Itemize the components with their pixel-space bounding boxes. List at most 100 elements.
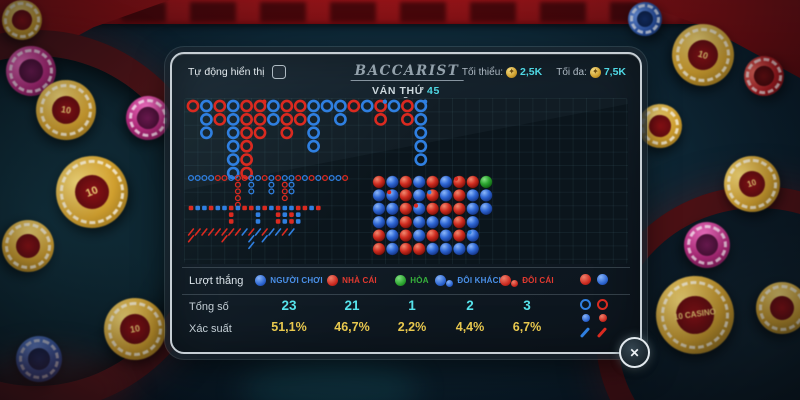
total-value: 2 — [466, 298, 474, 313]
bead-cell — [426, 202, 440, 216]
auto-show-label: Tự động hiển thị — [188, 66, 265, 78]
bigroad-cell — [213, 112, 227, 126]
stat-column: ĐÔI KHÁCH 2 4,4% — [420, 274, 520, 336]
bead-cell — [426, 175, 440, 189]
bigroad-cell — [414, 112, 428, 126]
smallroad-cell — [261, 174, 268, 182]
smallroad-cell — [234, 181, 241, 188]
auto-show-checkbox[interactable] — [271, 65, 286, 79]
slashroad-cell — [288, 228, 295, 236]
legend-item: HÒA — [362, 274, 462, 287]
smallroad-cell — [281, 188, 288, 195]
smallroad-cell — [268, 188, 275, 195]
player-ring-icon — [580, 299, 591, 310]
dotroad-cell — [282, 212, 288, 217]
slashroad-cell — [254, 228, 262, 236]
bigroad-cell — [414, 139, 428, 153]
max-bet-label: Tối đa: — [556, 66, 587, 78]
bead-cell — [452, 202, 466, 216]
bigroad-cell — [240, 126, 253, 140]
casino-chip — [635, 101, 685, 151]
bigroad-cell — [307, 99, 321, 113]
bead-cell — [399, 175, 413, 189]
dotroad-cell — [215, 205, 221, 211]
total-value: 1 — [408, 298, 416, 313]
bead-cell — [372, 202, 386, 216]
smallroad-cell — [221, 174, 228, 182]
bigroad-cell — [307, 126, 321, 140]
bigroad-cell — [414, 153, 428, 166]
dotroad-cell — [222, 205, 227, 211]
bigroad-cell — [374, 99, 387, 113]
total-value: 23 — [281, 298, 297, 313]
stat-column: NGƯỜI CHƠI 23 51,1% — [239, 274, 339, 336]
game-title: BACCARIST — [350, 63, 464, 81]
bead-cell — [385, 215, 399, 229]
bigroad-cell — [240, 139, 253, 153]
dotroad-cell — [235, 205, 241, 211]
bigroad-cell — [374, 112, 387, 126]
bead-cell — [439, 215, 453, 229]
legend-row-label: Lượt thắng — [189, 275, 244, 287]
slashroad-cell — [248, 234, 255, 243]
min-bet-group: Tối thiểu: ✦ 2,5K — [462, 66, 542, 78]
smallroad-cell — [248, 174, 255, 182]
bead-cell — [479, 188, 493, 202]
bigroad-cell — [414, 126, 428, 140]
bigroad-cell — [240, 153, 253, 166]
dotroad-cell — [275, 212, 281, 217]
bead-cell — [385, 242, 399, 256]
legend-item: ĐÔI KHÁCH — [420, 274, 520, 287]
max-bet-group: Tối đa: ✦ 7,5K — [556, 66, 626, 78]
bead-cell — [372, 175, 386, 189]
smallroad-cell — [268, 174, 275, 182]
bigroad-cell — [400, 112, 414, 126]
dotroad-cell — [295, 219, 301, 224]
bead-cell — [412, 229, 426, 243]
banker-ring-icon — [597, 299, 608, 310]
dotroad-cell — [188, 205, 194, 211]
bead-pair-fleck — [387, 190, 392, 195]
smallroad-cell — [234, 174, 241, 182]
bigroad-cell — [333, 99, 347, 113]
bead-cell — [439, 175, 453, 189]
dotroad-cell — [289, 219, 294, 224]
bead-cell — [466, 242, 480, 256]
bead-cell — [385, 175, 399, 189]
banker-slash-icon — [596, 327, 608, 338]
legend-label: NHÀ CÁI — [342, 276, 377, 285]
slashroad-cell — [268, 228, 275, 236]
bigroad-cell — [213, 99, 227, 113]
bead-cell — [412, 175, 426, 189]
legend-item: NGƯỜI CHƠI — [239, 274, 339, 287]
total-row-label: Tổng số — [189, 301, 229, 313]
smallroad-cell — [295, 174, 302, 182]
bigroad-cell — [293, 112, 307, 126]
banker-dot-icon — [599, 314, 607, 322]
slashroad-cell — [274, 228, 282, 236]
bigroad-cell — [226, 112, 240, 126]
bead-cell — [466, 202, 480, 216]
divider — [182, 267, 630, 268]
smallroad-cell — [335, 174, 342, 182]
probability-row-label: Xác suất — [189, 323, 232, 335]
smallroad-cell — [328, 174, 335, 182]
dotroad-cell — [289, 212, 294, 217]
bead-cell — [372, 229, 386, 243]
smallroad-cell — [228, 174, 235, 182]
slashroad-cell — [281, 228, 288, 236]
bead-cell — [412, 215, 426, 229]
bigroad-cell — [267, 112, 280, 126]
slashroad-cell — [241, 228, 248, 236]
close-button[interactable]: ✕ — [619, 337, 650, 368]
bead-cell — [452, 188, 466, 202]
legend-label: NGƯỜI CHƠI — [270, 276, 323, 285]
smallroad-cell — [194, 174, 201, 182]
slashroad-cell — [221, 228, 228, 236]
bigroad-cell — [280, 112, 294, 126]
bead-cell — [399, 242, 413, 256]
dotroad-cell — [269, 205, 274, 211]
bead-cell — [385, 202, 399, 216]
dotroad-cell — [295, 205, 301, 211]
